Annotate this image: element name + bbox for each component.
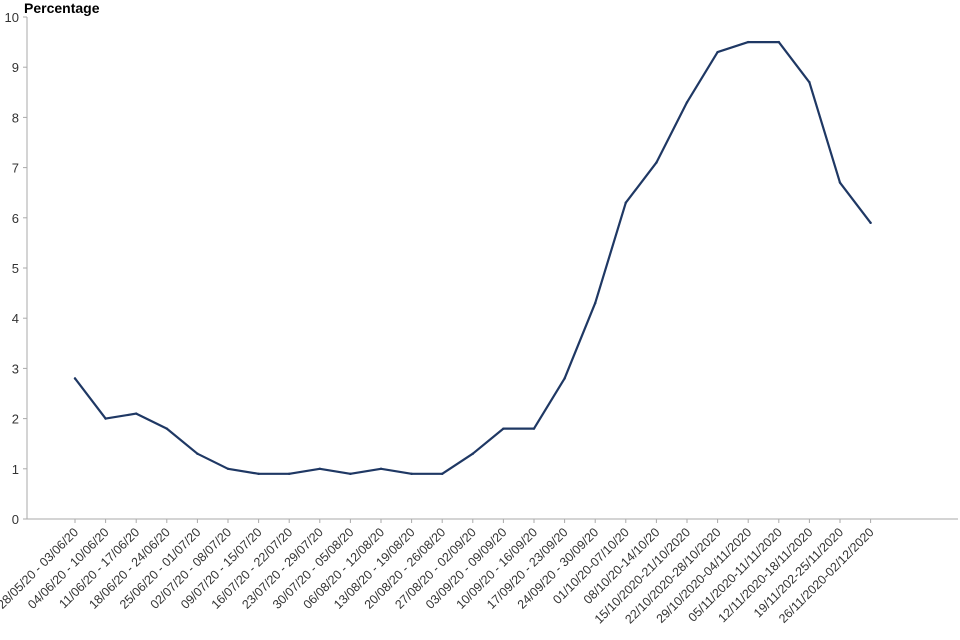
data-point: [502, 427, 505, 430]
data-point: [532, 427, 536, 430]
series-line: [73, 40, 872, 475]
data-point: [73, 377, 77, 380]
data-point: [104, 417, 107, 420]
data-point: [165, 427, 168, 430]
data-point: [441, 472, 444, 476]
y-tick-label: 4: [12, 311, 19, 326]
data-point: [349, 472, 352, 476]
y-axis-title: Percentage: [24, 0, 100, 16]
y-tick-label: 1: [12, 462, 19, 477]
data-point: [318, 467, 321, 470]
data-point: [655, 161, 658, 164]
data-point: [196, 452, 199, 455]
data-point: [869, 221, 872, 225]
data-point: [135, 412, 138, 415]
data-point: [226, 467, 230, 470]
data-point: [685, 101, 689, 104]
y-tick-label: 6: [12, 211, 19, 226]
y-tick-label: 10: [5, 10, 19, 25]
data-point: [838, 181, 842, 184]
data-point: [777, 40, 780, 44]
y-tick-label: 0: [12, 512, 19, 527]
y-tick-label: 5: [12, 261, 19, 276]
y-tick-label: 2: [12, 412, 19, 427]
data-point: [563, 377, 566, 380]
data-point: [410, 472, 413, 476]
data-point: [716, 50, 719, 54]
data-point: [379, 467, 383, 470]
y-tick-label: 8: [12, 110, 19, 125]
data-point: [288, 472, 291, 476]
data-point: [471, 452, 474, 455]
y-tick-label: 9: [12, 60, 19, 75]
data-point: [624, 201, 627, 204]
y-tick-label: 3: [12, 361, 19, 376]
y-tick-label: 7: [12, 161, 19, 176]
data-point: [747, 40, 750, 44]
data-point: [257, 472, 260, 476]
data-point: [808, 81, 811, 84]
data-point: [594, 301, 597, 305]
